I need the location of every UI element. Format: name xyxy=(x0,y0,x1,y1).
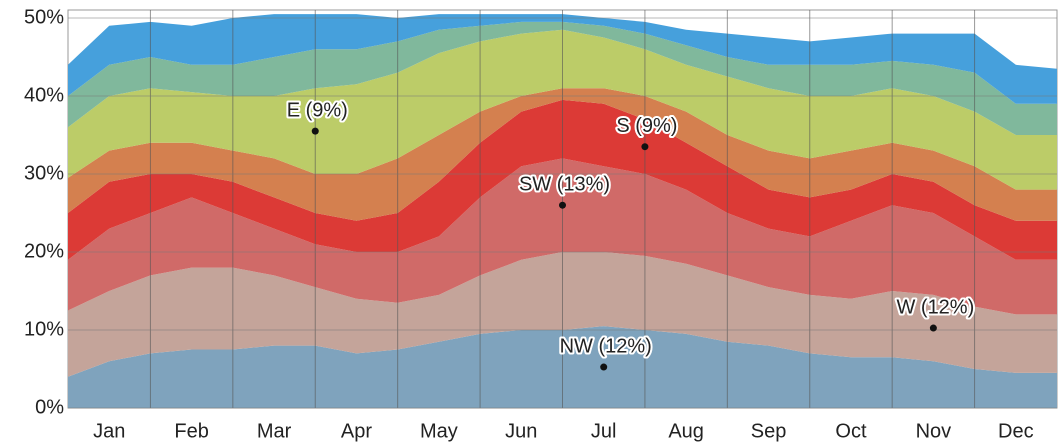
x-tick-label: Jun xyxy=(505,420,537,442)
x-tick-label: Nov xyxy=(916,420,952,442)
label-dot xyxy=(311,127,319,135)
y-tick-label: 30% xyxy=(24,162,64,184)
x-tick-label: Jul xyxy=(591,420,617,442)
series-label: W (12%) xyxy=(896,296,974,318)
series-label: SW (13%) xyxy=(519,173,610,195)
label-dot xyxy=(559,201,566,209)
x-tick-label: Dec xyxy=(998,420,1034,442)
x-tick-label: Jan xyxy=(93,420,125,442)
y-tick-label: 40% xyxy=(24,84,64,106)
series-label: NW (12%) xyxy=(560,335,652,357)
y-tick-label: 0% xyxy=(35,396,64,418)
y-tick-label: 10% xyxy=(24,318,64,340)
x-tick-label: Feb xyxy=(174,420,208,442)
series-label: E (9%) xyxy=(287,99,348,121)
label-dot xyxy=(600,363,608,371)
label-dot xyxy=(929,324,937,332)
y-tick-label: 20% xyxy=(24,240,64,262)
series-label: S (9%) xyxy=(616,115,677,137)
label-dot xyxy=(641,143,649,151)
x-tick-label: Mar xyxy=(257,420,292,442)
x-tick-label: Oct xyxy=(835,420,867,442)
x-tick-label: Aug xyxy=(668,420,704,442)
y-tick-label: 50% xyxy=(24,6,64,28)
x-tick-label: Apr xyxy=(341,420,372,442)
x-tick-label: May xyxy=(420,420,458,442)
x-tick-label: Sep xyxy=(751,420,787,442)
